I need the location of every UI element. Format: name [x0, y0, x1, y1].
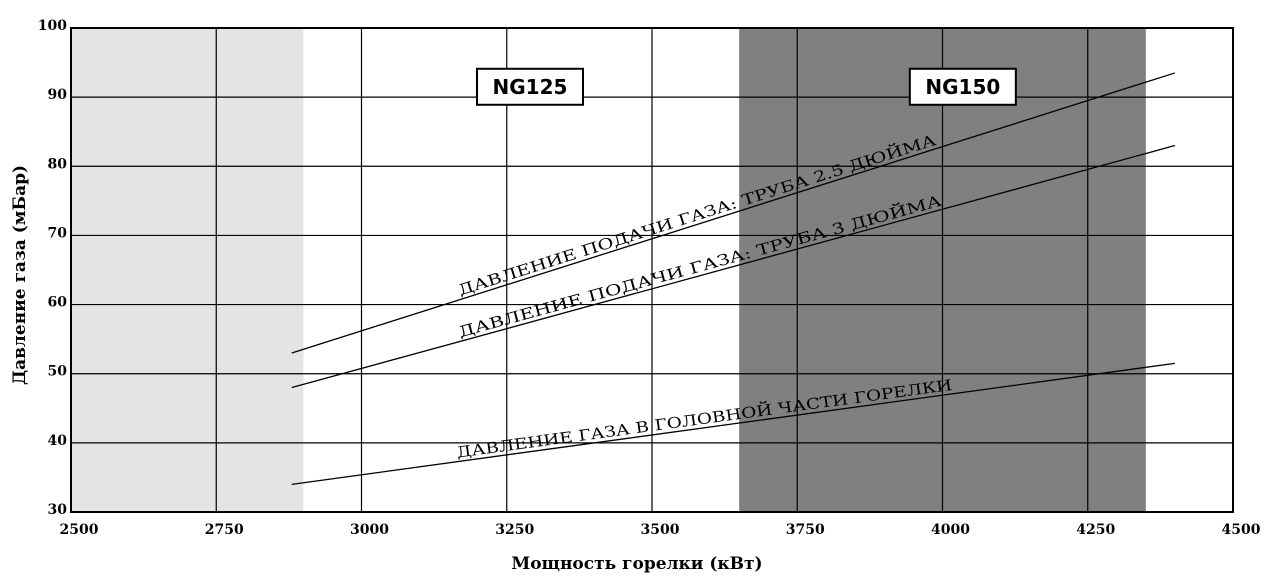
y-tick-labels: 30 40 50 60 70 80 90 100	[38, 18, 67, 518]
plot-border	[70, 27, 1234, 513]
x-tick-label-2750: 2750	[205, 522, 244, 538]
x-axis-title: Мощность горелки (кВт)	[511, 554, 762, 574]
x-tick-label-3750: 3750	[786, 522, 825, 538]
series-line-2	[291, 144, 1176, 389]
x-tick-label-3000: 3000	[350, 522, 389, 538]
region-label-box-2	[908, 67, 1017, 106]
y-tick-label-60: 60	[48, 295, 68, 311]
x-tick-label-3500: 3500	[641, 522, 680, 538]
y-tick-label-70: 70	[48, 225, 68, 241]
y-axis-title: Давление газа (мБар)	[10, 165, 30, 385]
y-tick-label-30: 30	[48, 502, 68, 518]
x-tick-label-3250: 3250	[495, 522, 534, 538]
x-tick-label-4000: 4000	[931, 522, 970, 538]
region-label-2: NG150	[925, 75, 1000, 99]
region-labels: NG125 NG150	[475, 67, 1017, 106]
series-line-3	[291, 362, 1175, 485]
y-tick-label-90: 90	[48, 87, 68, 103]
x-tick-label-4250: 4250	[1076, 522, 1115, 538]
y-tick-label-50: 50	[48, 364, 68, 380]
shaded-region-1	[71, 28, 304, 512]
y-tick-label-100: 100	[38, 18, 67, 34]
series-lines	[291, 72, 1176, 485]
series-line-1	[291, 72, 1176, 354]
y-tick-label-80: 80	[48, 156, 68, 172]
y-tick-label-40: 40	[48, 433, 68, 449]
x-tick-label-2500: 2500	[60, 522, 99, 538]
region-label-1: NG125	[493, 75, 568, 99]
x-tick-label-4500: 4500	[1222, 522, 1261, 538]
plot-frame	[70, 27, 1234, 513]
region-label-box-1	[475, 67, 584, 106]
x-tick-labels: 2500 2750 3000 3250 3500 3750 4000 4250 4500	[60, 522, 1261, 538]
